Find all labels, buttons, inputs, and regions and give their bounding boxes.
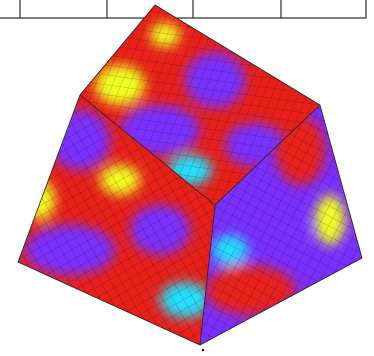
axis-dot: [201, 348, 205, 352]
cube-edges: [17, 4, 363, 346]
table-frame: [0, 0, 367, 19]
cube-edge: [199, 204, 216, 346]
header-table: [0, 0, 367, 19]
